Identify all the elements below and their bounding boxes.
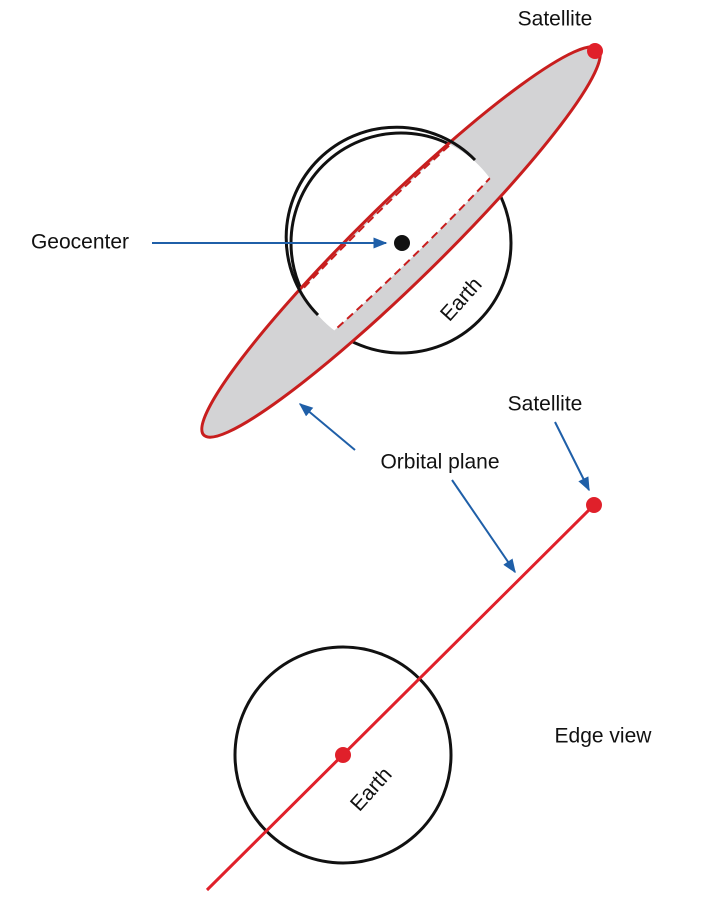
satellite-label: Satellite [508,393,583,416]
satellite-dot [587,43,603,59]
geocenter-label: Geocenter [31,231,129,254]
edge-view-label: Edge view [555,725,653,748]
plane-arrow [298,403,356,451]
satellite-dot [586,497,602,513]
earth-edge [233,645,453,865]
geocenter-dot [394,235,410,251]
orbit-edge [205,503,596,892]
satellite-label: Satellite [518,8,593,31]
center-dot [335,747,351,763]
plane-arrow [451,479,516,574]
orbital-plane-label: Orbital plane [380,451,499,474]
satellite-arrow [554,421,590,492]
earth-limb [284,125,477,317]
